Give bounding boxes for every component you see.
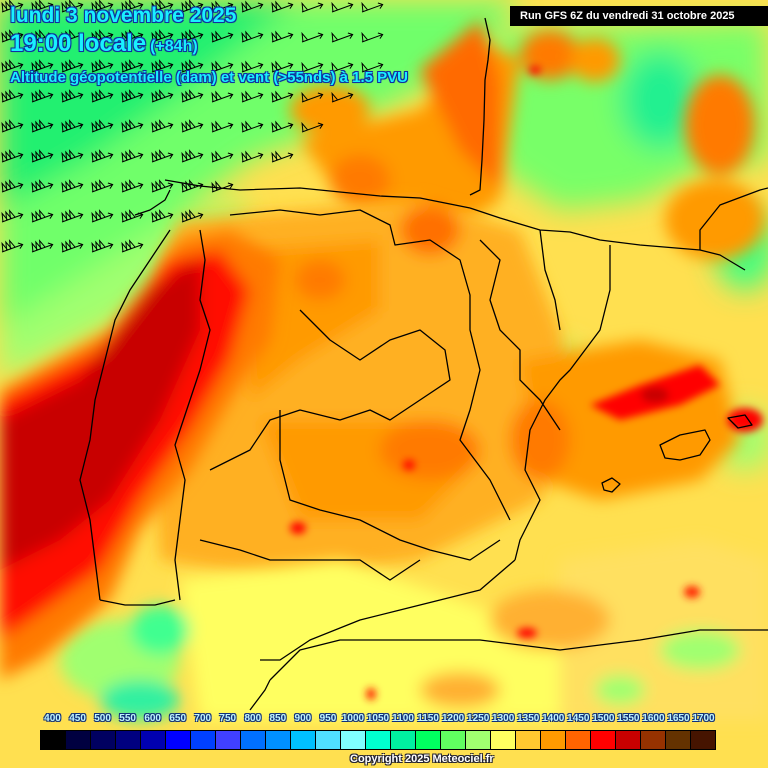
- colorbar-cell: [491, 731, 516, 749]
- colorbar-tick: 600: [144, 713, 161, 724]
- field-red-trough: [0, 230, 280, 680]
- colorbar-cell: [166, 731, 191, 749]
- colorbar-cell: [41, 731, 66, 749]
- colorbar-tick: 1000: [341, 713, 365, 724]
- colorbar-tick: 450: [69, 713, 86, 724]
- colorbar-tick: 1400: [542, 713, 565, 724]
- forecast-time: 19:00 locale (+84h): [10, 30, 198, 58]
- colorbar-cell: [191, 731, 216, 749]
- colorbar-cell: [616, 731, 641, 749]
- field-red-spots: [290, 66, 700, 700]
- colorbar-tick: 1500: [592, 713, 615, 724]
- colorbar-cell: [241, 731, 266, 749]
- colorbar-cell: [266, 731, 291, 749]
- forecast-local-time: 19:00 locale: [10, 30, 147, 57]
- colorbar-tick: 1200: [441, 713, 465, 724]
- colorbar-cell: [66, 731, 91, 749]
- colorbar-cell: [441, 731, 466, 749]
- colorbar-cell: [466, 731, 491, 749]
- colorbar-tick: 750: [219, 713, 237, 724]
- colorbar-tick: 400: [44, 713, 61, 724]
- colorbar-tick: 1150: [417, 713, 439, 724]
- colorbar-cell: [591, 731, 616, 749]
- colorbar-tick: 500: [94, 713, 111, 724]
- colorbar-tick: 700: [194, 713, 212, 724]
- colorbar-tick: 1550: [617, 713, 640, 724]
- colorbar-tick: 650: [169, 713, 187, 724]
- colorbar-cell: [541, 731, 566, 749]
- colorbar-cell: [641, 731, 666, 749]
- colorbar-cell: [91, 731, 116, 749]
- colorbar-tick: 1650: [667, 713, 690, 724]
- coastlines-borders: [79, 17, 768, 711]
- colorbar-cell: [316, 731, 341, 749]
- colorbar-tick: 900: [294, 713, 312, 724]
- colorbar-tick: 800: [244, 713, 262, 724]
- colorbar-tick: 1350: [517, 713, 540, 724]
- colorbar: [40, 730, 716, 750]
- model-run-label: Run GFS 6Z du vendredi 31 octobre 2025: [510, 6, 768, 26]
- colorbar-cell: [141, 731, 166, 749]
- colorbar-tick-labels: 400 450 500 550 600 650 700 750 800 850 900 950 1000…: [40, 713, 716, 727]
- colorbar-tick: 1450: [567, 713, 590, 724]
- colorbar-tick: 950: [319, 713, 337, 724]
- forecast-date: lundi 3 novembre 2025: [10, 4, 237, 27]
- copyright-notice: Copyright 2025 Meteociel.fr: [350, 753, 494, 765]
- colorbar-cell: [116, 731, 141, 749]
- colorbar-cell: [516, 731, 541, 749]
- colorbar-tick: 550: [119, 713, 136, 724]
- field-orange-north: [290, 20, 765, 260]
- colorbar-tick: 1250: [467, 713, 490, 724]
- colorbar-cell: [391, 731, 416, 749]
- colorbar-tick: 1300: [492, 713, 515, 724]
- colorbar-tick: 850: [269, 713, 287, 724]
- colorbar-tick: 1050: [366, 713, 390, 724]
- forecast-lead-time: (+84h): [150, 38, 198, 55]
- colorbar-cell: [666, 731, 691, 749]
- colorbar-cell: [366, 731, 391, 749]
- colorbar-cell: [691, 731, 715, 749]
- colorbar-cell: [341, 731, 366, 749]
- colorbar-cell: [291, 731, 316, 749]
- colorbar-tick: 1100: [392, 713, 414, 724]
- colorbar-tick: 1700: [692, 713, 715, 724]
- colorbar-cell: [566, 731, 591, 749]
- colorbar-cell: [416, 731, 441, 749]
- field-description: Altitude géopotentielle (dam) et vent (>…: [10, 69, 408, 86]
- colorbar-cell: [216, 731, 241, 749]
- colorbar-tick: 1600: [642, 713, 665, 724]
